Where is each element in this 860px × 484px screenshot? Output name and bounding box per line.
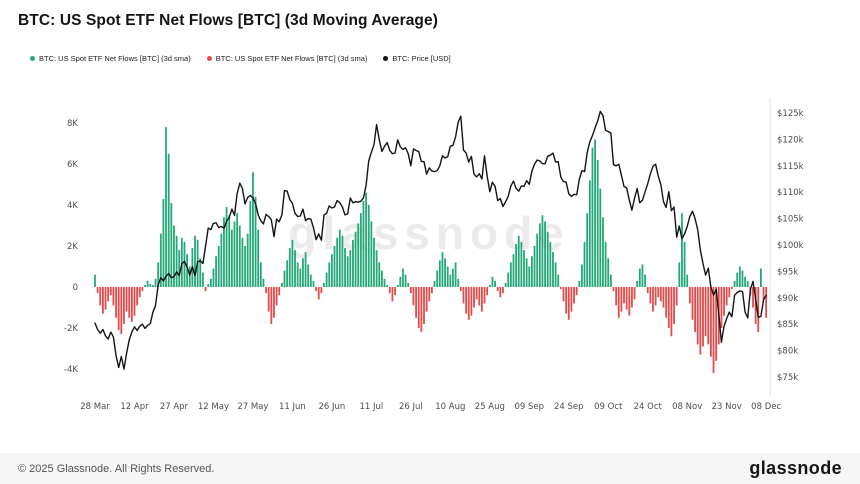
- axis-tick-label: $85k: [777, 320, 798, 330]
- axis-tick-label: 27 Apr: [160, 402, 189, 412]
- axis-tick-label: 6K: [67, 160, 78, 170]
- axis-tick-label: 09 Oct: [594, 402, 623, 412]
- axis-tick-label: 24 Oct: [634, 402, 663, 412]
- price-line[interactable]: [94, 110, 767, 370]
- axis-tick-label: 08 Dec: [751, 402, 781, 412]
- axis-tick-label: $95k: [777, 267, 798, 277]
- axis-tick-label: 26 Jun: [318, 402, 345, 412]
- axis-tick-label: $75k: [777, 373, 798, 383]
- legend-item-price[interactable]: BTC: Price [USD]: [383, 54, 451, 63]
- x-axis-ticks: 28 Mar 12 Apr 27 Apr 12 May 27 May 11 Jun 26 J…: [80, 402, 781, 412]
- axis-tick-label: 25 Aug: [475, 402, 505, 412]
- chart-canvas[interactable]: 8K 6K 4K 2K 0 -2K -4K $125k $120k $115k $110k $105k…: [0, 0, 860, 452]
- chart-legend: BTC: US Spot ETF Net Flows [BTC] (3d sma…: [30, 54, 451, 63]
- right-axis-ticks: $125k $120k $115k $110k $105k $100k $95k $90k $8…: [777, 109, 804, 383]
- page-footer: © 2025 Glassnode. All Rights Reserved. g…: [0, 453, 860, 484]
- legend-label-netflows-negative: BTC: US Spot ETF Net Flows [BTC] (3d sma…: [215, 54, 368, 63]
- axis-tick-label: $115k: [777, 162, 804, 172]
- axis-tick-label: 23 Nov: [712, 402, 742, 412]
- legend-item-netflows-positive[interactable]: BTC: US Spot ETF Net Flows [BTC] (3d sma…: [30, 54, 191, 63]
- legend-dot-black-icon: [383, 56, 389, 61]
- axis-tick-label: 27 May: [237, 402, 268, 412]
- page-title: BTC: US Spot ETF Net Flows [BTC] (3d Mov…: [18, 12, 438, 29]
- glassnode-logo: glassnode: [749, 458, 842, 478]
- axis-tick-label: $110k: [777, 188, 804, 198]
- axis-tick-label: $80k: [777, 347, 798, 357]
- legend-item-netflows-negative[interactable]: BTC: US Spot ETF Net Flows [BTC] (3d sma…: [206, 54, 368, 63]
- legend-label-price: BTC: Price [USD]: [392, 54, 451, 63]
- axis-tick-label: 4K: [67, 201, 78, 211]
- axis-tick-label: 10 Aug: [435, 402, 465, 412]
- axis-tick-label: 28 Mar: [80, 402, 110, 412]
- axis-tick-label: 2K: [67, 242, 78, 252]
- legend-dot-green-icon: [30, 56, 35, 61]
- axis-tick-label: $100k: [777, 241, 804, 251]
- axis-tick-label: 11 Jun: [279, 402, 306, 412]
- axis-tick-label: $105k: [777, 215, 804, 225]
- axis-tick-label: 09 Sep: [515, 402, 545, 412]
- axis-tick-label: 24 Sep: [554, 402, 584, 412]
- axis-tick-label: $90k: [777, 294, 798, 304]
- axis-tick-label: 12 Apr: [120, 402, 149, 412]
- copyright-text: © 2025 Glassnode. All Rights Reserved.: [18, 462, 215, 475]
- axis-tick-label: 8K: [67, 119, 78, 129]
- axis-tick-label: -2K: [64, 324, 78, 334]
- axis-tick-label: 0: [73, 283, 78, 293]
- axis-tick-label: $120k: [777, 135, 804, 145]
- axis-tick-label: 12 May: [198, 402, 229, 412]
- legend-label-netflows-positive: BTC: US Spot ETF Net Flows [BTC] (3d sma…: [39, 54, 191, 63]
- axis-tick-label: 11 Jul: [359, 402, 383, 412]
- left-axis-ticks: 8K 6K 4K 2K 0 -2K -4K: [64, 119, 78, 375]
- legend-dot-red-icon: [206, 56, 212, 61]
- netflow-bars[interactable]: [94, 127, 768, 374]
- axis-tick-label: 08 Nov: [672, 402, 702, 412]
- axis-tick-label: -4K: [64, 365, 78, 375]
- axis-tick-label: 26 Jul: [399, 402, 423, 412]
- axis-tick-label: $125k: [777, 109, 804, 119]
